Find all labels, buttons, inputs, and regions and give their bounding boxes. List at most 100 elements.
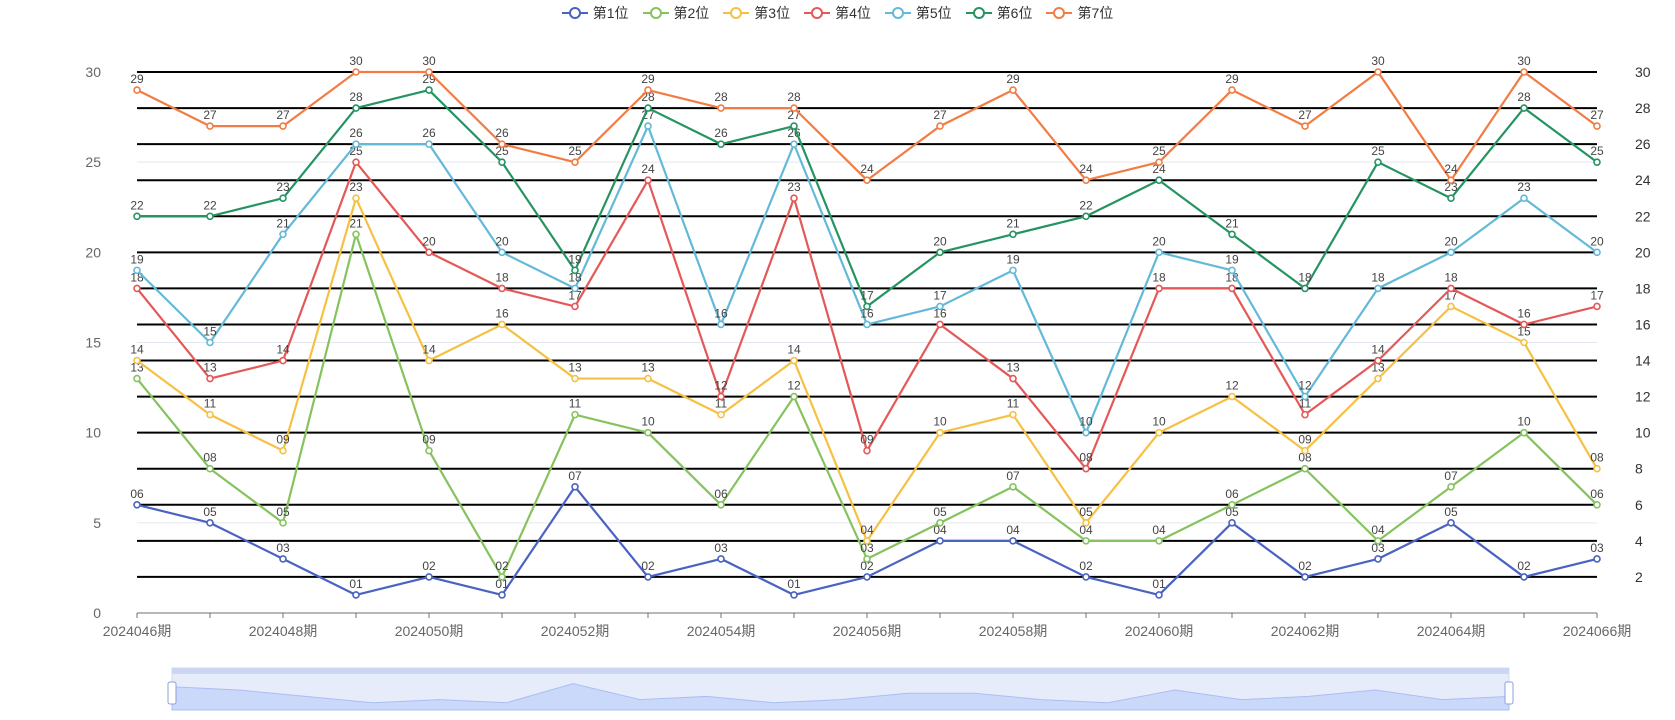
data-label-2: 06 (1225, 487, 1239, 501)
data-point-3 (206, 410, 214, 419)
data-point-2 (1301, 464, 1309, 473)
data-label-2: 10 (641, 415, 655, 429)
data-label-6: 21 (1225, 216, 1239, 230)
legend-item-2[interactable]: 第2位 (642, 3, 710, 23)
data-point-5 (1593, 248, 1601, 257)
data-label-4: 13 (203, 361, 217, 375)
data-point-7 (425, 68, 433, 76)
data-label-4: 18 (1152, 270, 1166, 284)
data-point-2 (1155, 537, 1163, 545)
data-label-5: 16 (714, 306, 728, 320)
data-label-5: 19 (1006, 252, 1020, 266)
data-point-6 (936, 248, 944, 257)
data-point-1 (1009, 537, 1017, 545)
legend-item-3[interactable]: 第3位 (723, 3, 790, 23)
data-point-7 (863, 176, 871, 184)
zoom-handle-right[interactable] (1504, 681, 1514, 705)
data-label-2: 04 (1079, 523, 1093, 537)
data-point-4 (1009, 374, 1017, 383)
data-label-7: 25 (568, 144, 582, 158)
data-label-1: 02 (422, 559, 436, 573)
data-label-6: 22 (203, 198, 217, 212)
legend-label: 第4位 (835, 5, 871, 21)
legend-item-7[interactable]: 第7位 (1046, 3, 1113, 23)
data-point-4 (1301, 410, 1309, 419)
data-label-3: 14 (130, 343, 144, 357)
data-point-1 (425, 573, 433, 581)
legend-swatch-4 (804, 7, 831, 19)
y-tick-label-right: 16 (1635, 316, 1651, 332)
y-tick-label-right: 12 (1635, 389, 1651, 405)
data-point-6 (863, 302, 871, 311)
legend-label: 第2位 (673, 5, 710, 21)
data-label-2: 08 (203, 451, 217, 465)
data-point-3 (133, 356, 141, 365)
data-point-3 (1447, 302, 1455, 311)
data-point-7 (352, 68, 360, 76)
data-label-3: 09 (276, 433, 290, 447)
data-point-6 (352, 104, 360, 112)
data-point-7 (206, 122, 214, 130)
x-tick-label: 2024062期 (1271, 623, 1340, 639)
data-point-2 (1009, 482, 1017, 491)
data-point-1 (1593, 555, 1601, 563)
legend-item-4[interactable]: 第4位 (804, 3, 871, 23)
data-label-6: 22 (1079, 198, 1093, 212)
data-label-1: 03 (276, 541, 290, 555)
legend-item-5[interactable]: 第5位 (884, 3, 952, 23)
y-tick-label-right: 2 (1635, 569, 1643, 585)
data-point-6 (425, 86, 433, 94)
data-label-1: 03 (1590, 541, 1604, 555)
data-point-3 (1520, 338, 1528, 347)
data-point-1 (1520, 573, 1528, 581)
data-point-5 (279, 230, 287, 239)
data-label-7: 29 (641, 72, 655, 86)
data-label-1: 05 (203, 505, 217, 519)
data-point-6 (1009, 230, 1017, 239)
data-label-6: 24 (1152, 162, 1166, 176)
data-point-5 (790, 140, 798, 148)
data-point-6 (644, 104, 652, 112)
y-tick-label-right: 30 (1635, 64, 1651, 80)
data-point-6 (1520, 104, 1528, 112)
data-point-5 (1301, 392, 1309, 401)
data-label-6: 25 (495, 144, 509, 158)
data-point-3 (644, 374, 652, 383)
data-point-5 (133, 266, 141, 275)
y-tick-label-right: 22 (1635, 208, 1651, 224)
data-point-7 (279, 122, 287, 130)
data-label-2: 09 (422, 433, 436, 447)
legend-item-1[interactable]: 第1位 (561, 3, 629, 23)
data-label-3: 14 (787, 343, 801, 357)
data-label-7: 27 (933, 108, 947, 122)
data-label-3: 23 (349, 180, 363, 194)
data-label-6: 21 (1006, 216, 1020, 230)
data-label-4: 17 (568, 288, 582, 302)
data-label-1: 05 (1444, 505, 1458, 519)
data-label-3: 16 (495, 306, 509, 320)
data-label-4: 20 (422, 234, 436, 248)
zoom-handle-left[interactable] (167, 681, 177, 705)
data-label-2: 02 (495, 559, 509, 573)
data-point-2 (425, 446, 433, 455)
data-point-4 (863, 446, 871, 455)
data-point-5 (936, 302, 944, 311)
data-point-1 (571, 482, 579, 491)
legend-item-6[interactable]: 第6位 (965, 3, 1032, 23)
data-point-5 (1374, 284, 1382, 293)
data-point-2 (1374, 537, 1382, 545)
data-point-4 (279, 356, 287, 365)
y-tick-label-right: 24 (1635, 172, 1651, 188)
y-tick-label-right: 14 (1635, 353, 1651, 369)
data-label-3: 11 (715, 397, 728, 411)
data-point-1 (206, 519, 214, 527)
data-point-2 (644, 428, 652, 437)
data-point-1 (790, 591, 798, 599)
data-label-3: 13 (641, 361, 655, 375)
data-label-2: 07 (1444, 469, 1458, 483)
data-label-5: 12 (1298, 379, 1312, 393)
data-point-4 (206, 374, 214, 383)
data-label-1: 03 (1371, 541, 1385, 555)
data-label-1: 02 (641, 559, 655, 573)
legend-label: 第5位 (915, 5, 952, 21)
